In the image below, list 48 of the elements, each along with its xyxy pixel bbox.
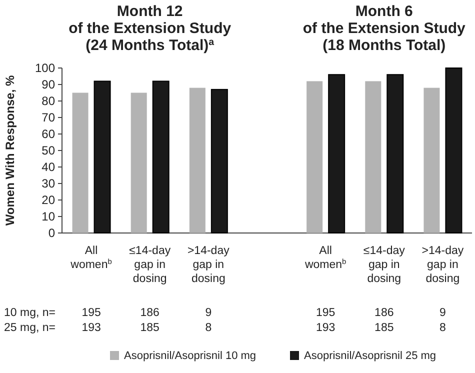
text: 25 mg, n= [4,322,56,334]
y-tick-label: 30 [42,176,56,191]
bar [424,88,440,233]
bar [386,74,404,234]
x-tick-label: >14-day gap in dosing [187,245,230,285]
y-tick-label: 80 [42,94,56,108]
y-tick-label: 60 [42,127,56,142]
bar [152,80,170,234]
y-tick-label: 0 [48,226,56,240]
y-tick-label: 90 [42,78,56,92]
x-tick-label: >14-day gap in dosing [422,245,464,285]
y-tick-label: 10 [42,210,56,224]
y-tick-label: 70 [42,110,56,125]
text: 186 [140,307,160,319]
x-tick-label: ≤14-day gap in dosing [129,245,171,285]
text: 185 [140,322,160,334]
bar [210,88,228,234]
y-tick-label: 40 [42,160,56,174]
x-tick-label: ≤14-day gap in dosing [363,245,406,285]
text: Month 12 of the Extension Study (24 Months Total)$^{a}$ [68,3,232,54]
bar [365,81,382,233]
text: 195 [82,307,101,319]
text: Month 6 of the Extension Study (18 Months Total) [302,3,466,54]
text: 8 [440,322,446,334]
x-tick-label: All women$^{b}$ [304,245,346,271]
text: 195 [316,307,336,319]
y-tick-label: 20 [42,193,56,208]
legend-label: Asoprisnil/Asoprisnil 10 mg [124,350,256,362]
text: 10 mg, n= [4,307,56,319]
legend-label: Asoprisnil/Asoprisnil 25 mg [304,350,436,362]
text: 9 [440,307,446,319]
bar [130,92,147,233]
y-axis-title: Women With Response, % [3,75,17,226]
y-tick-label: 50 [42,144,56,158]
y-tick-label: 100 [34,61,56,76]
bar [189,88,206,233]
bar [94,80,111,234]
text: 9 [205,307,212,319]
bar [306,81,323,233]
bar [72,92,88,233]
bar [445,68,462,234]
text: 193 [82,322,101,334]
x-tick-label: All women$^{b}$ [70,245,112,271]
text: 185 [374,322,394,334]
text: 193 [316,322,336,334]
text: 8 [205,322,212,334]
text: 186 [374,307,394,319]
bar [328,74,346,234]
